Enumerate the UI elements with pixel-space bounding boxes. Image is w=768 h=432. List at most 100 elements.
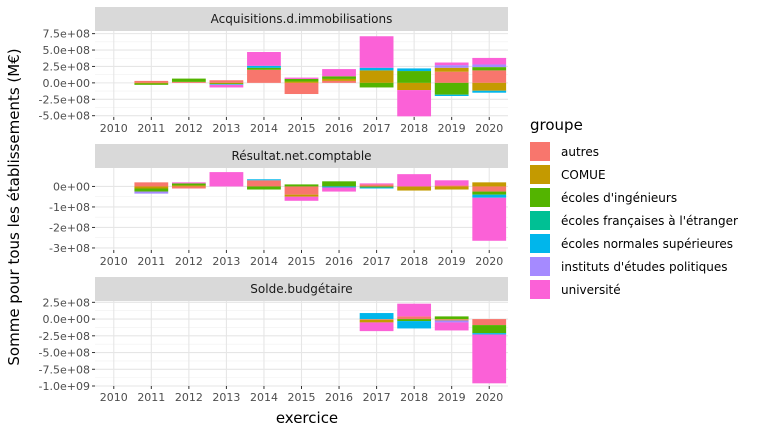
bar-segment	[322, 181, 356, 187]
bar-segment	[434, 65, 469, 68]
legend-swatch	[530, 257, 550, 276]
bar-segment	[247, 180, 281, 187]
bar-segment	[397, 90, 432, 117]
x-tick-label: 2017	[363, 391, 391, 404]
bar-segment	[322, 186, 356, 188]
facet-strip	[95, 144, 508, 168]
bar-segment	[171, 182, 206, 184]
bar-segment	[397, 316, 432, 320]
bar-segment	[247, 186, 281, 190]
bar-segment	[434, 186, 469, 190]
x-tick-label: 2011	[137, 391, 165, 404]
bar-segment	[472, 90, 507, 93]
bar-segment	[434, 316, 469, 320]
legend-swatch	[530, 234, 550, 253]
bar-segment	[472, 57, 507, 65]
bar-segment	[472, 182, 507, 187]
bar-segment	[247, 179, 281, 181]
y-tick-label: -1.0e+09	[39, 380, 90, 393]
x-tick-label: 2011	[137, 255, 165, 268]
bar-segment	[171, 183, 206, 186]
bar-segment	[359, 313, 394, 320]
bar-segment	[359, 36, 394, 68]
bar-segment	[434, 180, 469, 186]
x-tick-label: 2012	[175, 255, 203, 268]
bar-segment	[134, 188, 169, 192]
bar-segment	[434, 319, 469, 320]
x-tick-label: 2019	[438, 122, 466, 135]
bar-segment	[209, 83, 244, 85]
bar-segment	[134, 191, 169, 194]
y-tick-label: 2.5e+08	[43, 60, 90, 73]
bar-segment	[359, 70, 394, 83]
x-tick-label: 2010	[100, 122, 128, 135]
bar-segment	[284, 82, 319, 95]
bar-segment	[284, 81, 319, 83]
y-tick-label: 7.5e+08	[43, 28, 90, 41]
legend-swatch	[530, 188, 550, 207]
bar-segment	[171, 81, 206, 83]
bar-segment	[209, 80, 244, 83]
bar-segment	[359, 82, 394, 88]
bar-segment	[472, 333, 507, 335]
bar-segment	[397, 303, 432, 317]
bar-segment	[322, 69, 356, 77]
bar-segment	[472, 319, 507, 326]
bar-segment	[472, 194, 507, 198]
x-tick-label: 2012	[175, 122, 203, 135]
y-tick-label: 2.5e+08	[43, 296, 90, 309]
x-tick-label: 2016	[325, 122, 353, 135]
x-tick-label: 2010	[100, 255, 128, 268]
legend-label: COMUE	[561, 168, 606, 182]
x-tick-label: 2013	[212, 122, 240, 135]
x-tick-label: 2014	[250, 255, 278, 268]
x-tick-label: 2017	[363, 122, 391, 135]
bar-segment	[434, 185, 469, 187]
bar-segment	[134, 83, 169, 85]
bar-segment	[284, 78, 319, 82]
y-tick-label: -3e+08	[49, 242, 90, 255]
bar-segment	[171, 185, 206, 187]
y-tick-label: -2.5e+08	[39, 330, 90, 343]
x-tick-label: 2015	[288, 122, 316, 135]
bar-segment	[472, 334, 507, 384]
x-tick-label: 2010	[100, 391, 128, 404]
bar-segment	[434, 62, 469, 66]
bar-segment	[434, 319, 469, 321]
bar-segment	[209, 84, 244, 85]
bar-segment	[397, 82, 432, 91]
bar-segment	[472, 197, 507, 241]
x-tick-label: 2018	[400, 122, 428, 135]
x-tick-label: 2013	[212, 255, 240, 268]
bar-segment	[397, 174, 432, 187]
legend-swatch	[530, 165, 550, 184]
bar-segment	[322, 80, 356, 83]
bar-segment	[397, 68, 432, 72]
bar-segment	[171, 186, 206, 189]
bar-segment	[472, 325, 507, 334]
facet-title: Solde.budgétaire	[250, 282, 352, 296]
y-tick-label: -7.5e+08	[39, 363, 90, 376]
y-tick-label: 0.0e+00	[43, 313, 90, 326]
facet-title: Acquisitions.d.immobilisations	[211, 12, 393, 26]
legend-label: autres	[561, 145, 599, 159]
bar-segment	[397, 319, 432, 322]
bar-segment	[134, 80, 169, 83]
bar-segment	[247, 52, 281, 66]
bar-segment	[247, 65, 281, 68]
bar-segment	[472, 67, 507, 71]
bar-segment	[359, 186, 394, 188]
bar-segment	[284, 186, 319, 195]
bar-segment	[209, 172, 244, 187]
legend-label: université	[561, 283, 621, 297]
bar-segment	[209, 84, 244, 88]
bar-segment	[397, 321, 432, 329]
legend-swatch	[530, 211, 550, 230]
bar-segment	[359, 319, 394, 320]
bar-segment	[397, 71, 432, 83]
y-axis-title: Somme pour tous les établissements (M€)	[5, 48, 23, 365]
x-tick-label: 2017	[363, 255, 391, 268]
bar-segment	[434, 82, 469, 95]
bar-segment	[472, 191, 507, 195]
